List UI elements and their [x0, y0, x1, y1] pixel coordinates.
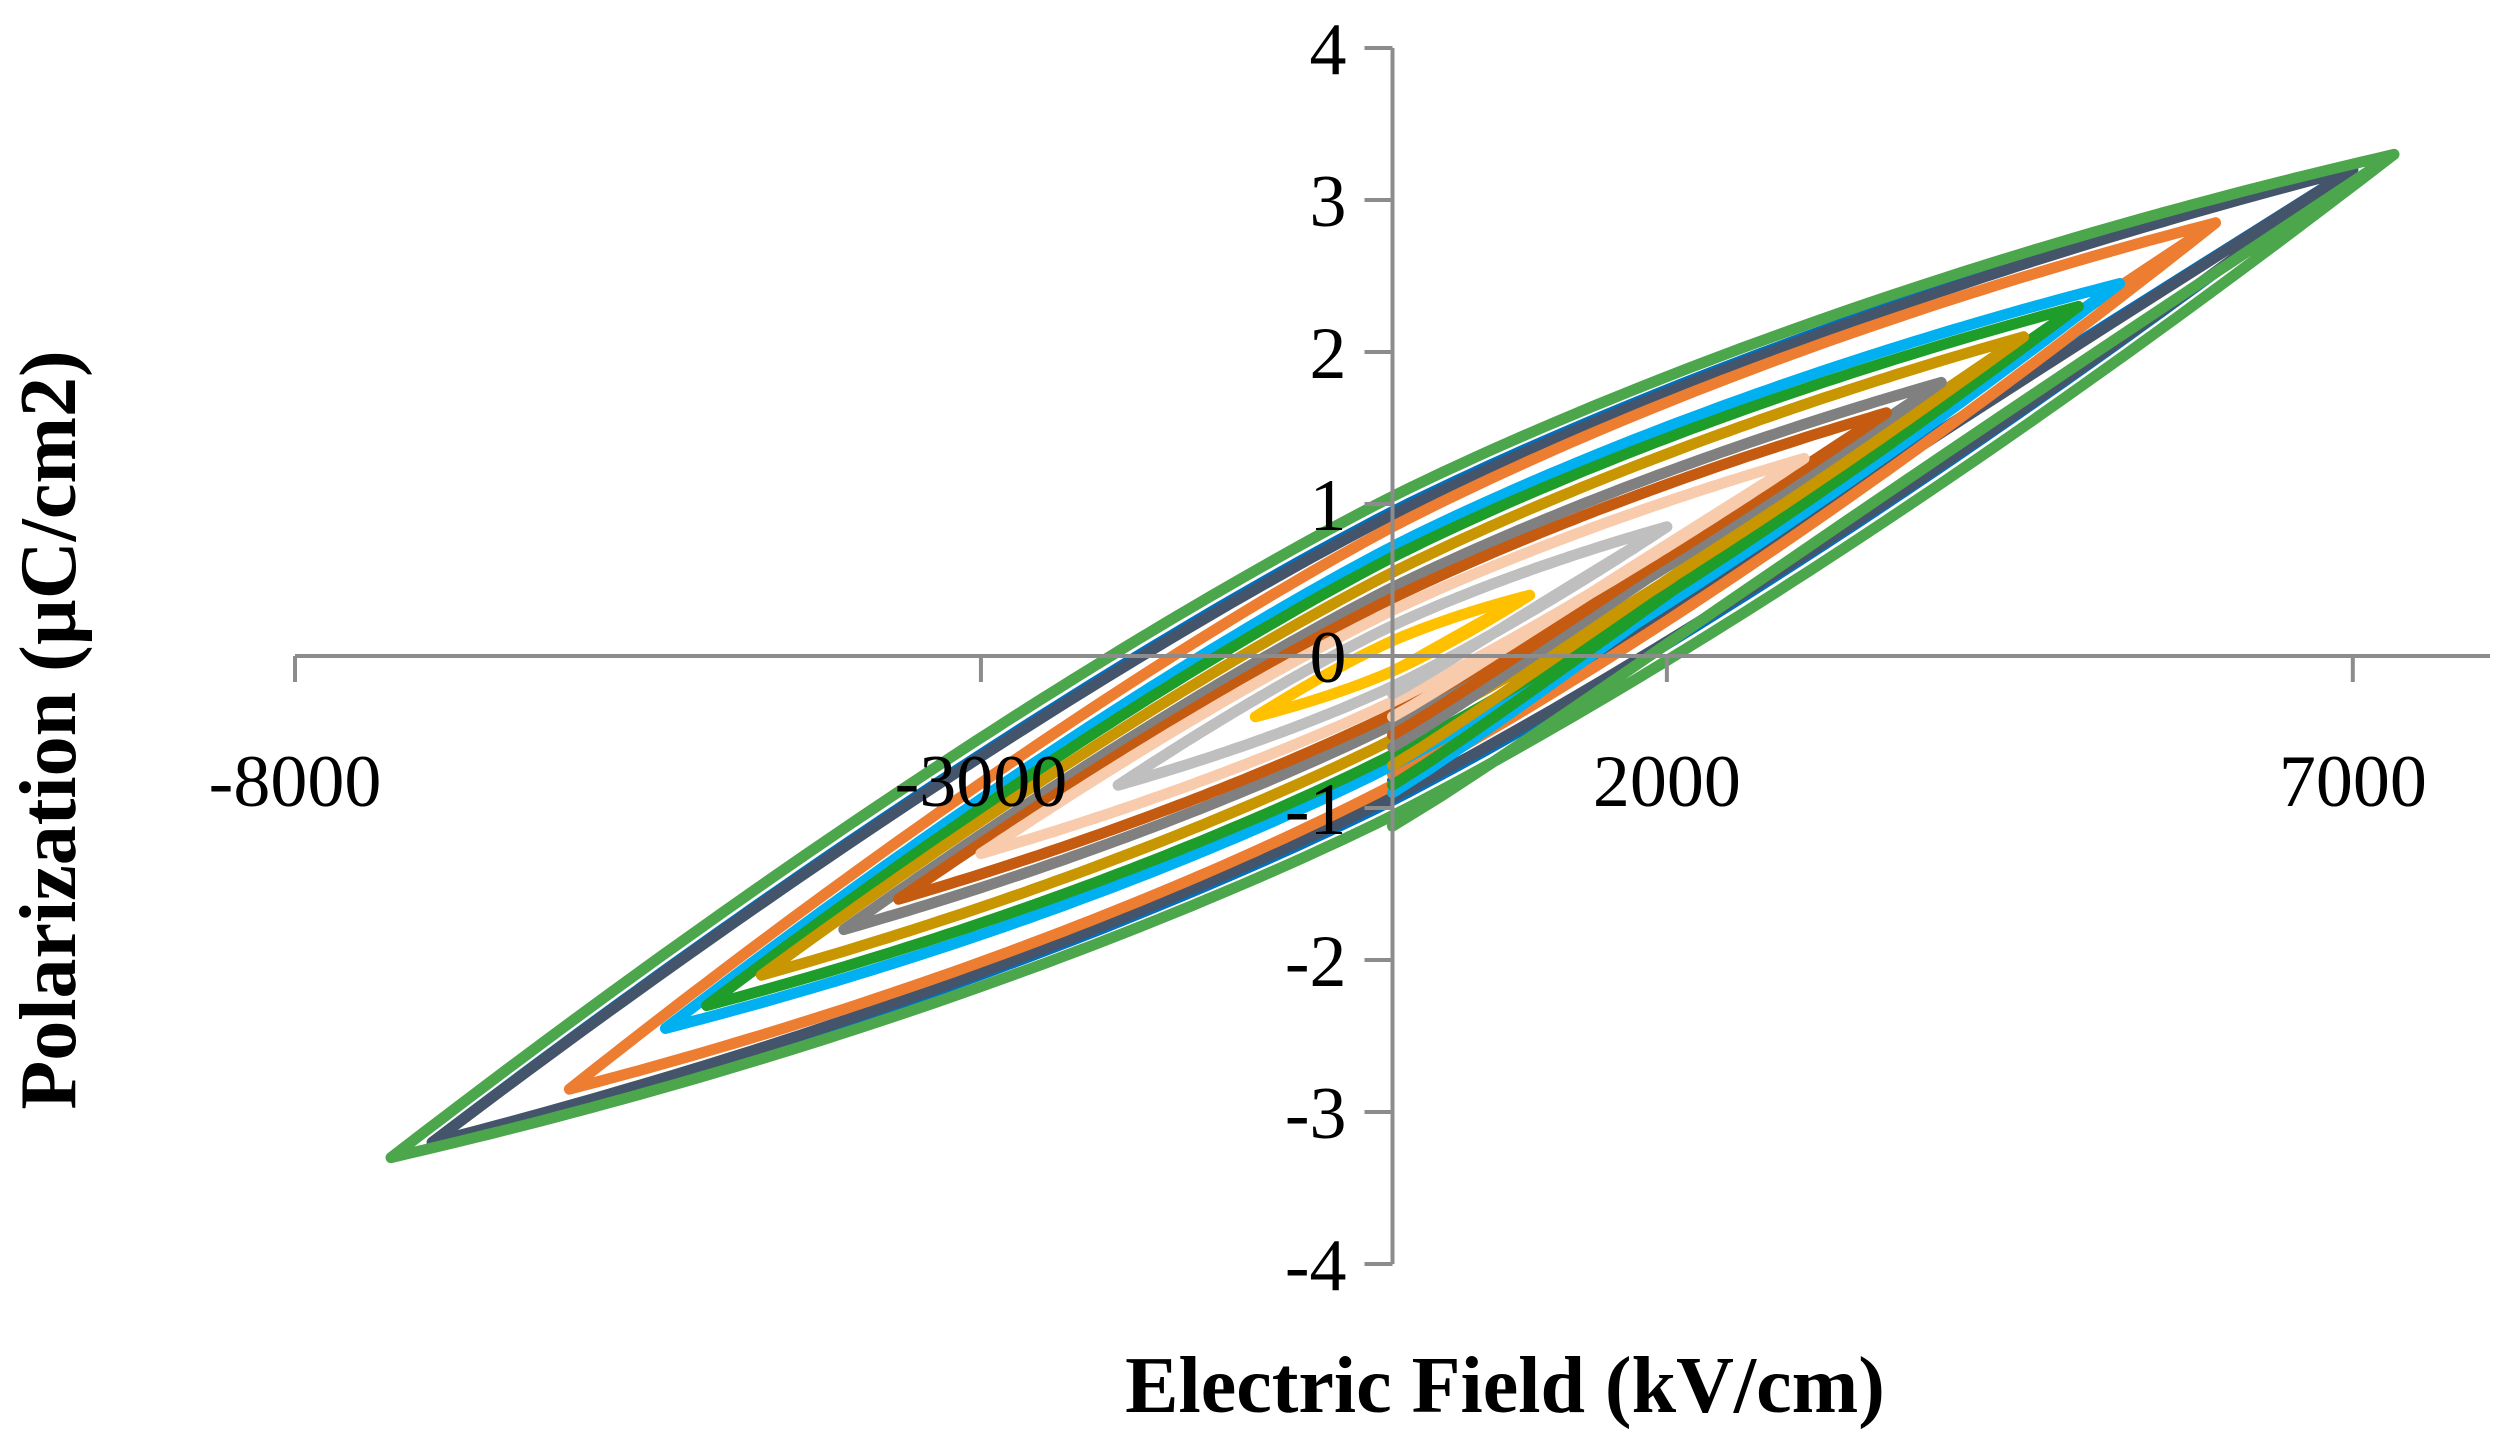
y-axis-title: Polarization (µC/cm2) — [5, 350, 93, 1109]
y-tick-label: 4 — [1310, 9, 1347, 91]
x-tick-label: -8000 — [209, 741, 382, 823]
hysteresis-loop-3 — [563, 217, 2222, 1095]
hysteresis-loop-5 — [701, 300, 2084, 1012]
x-tick-label: 2000 — [1593, 741, 1741, 823]
hysteresis-loop-11 — [1249, 589, 1536, 723]
hysteresis-loop-8 — [893, 407, 1892, 905]
hysteresis-loop-6 — [755, 331, 2030, 981]
y-tick-label: -3 — [1285, 1073, 1347, 1155]
x-tick-label: -3000 — [895, 741, 1068, 823]
x-ticks: -8000 -3000 2000 7000 — [209, 656, 2427, 823]
y-tick-label: -2 — [1285, 921, 1347, 1003]
y-ticks: 4 3 2 1 0 -1 -2 -3 -4 — [1285, 9, 1393, 1307]
x-axis-title: Electric Field (kV/cm) — [1125, 1342, 1885, 1430]
plot-area — [385, 148, 2400, 1164]
y-tick-label: 3 — [1310, 161, 1347, 243]
y-tick-label: -4 — [1285, 1225, 1347, 1307]
hysteresis-loop-12 — [385, 148, 2400, 1164]
x-tick-label: 7000 — [2279, 741, 2427, 823]
y-tick-label: 2 — [1310, 313, 1347, 395]
y-tick-label: 1 — [1310, 465, 1347, 547]
hysteresis-loop-9 — [975, 452, 1810, 860]
y-tick-label: -1 — [1285, 769, 1347, 851]
axes: -8000 -3000 2000 7000 4 3 2 1 0 -1 -2 -3 -4 — [209, 9, 2490, 1307]
y-tick-label: 0 — [1310, 617, 1347, 699]
hysteresis-loop-10 — [1112, 521, 1673, 791]
